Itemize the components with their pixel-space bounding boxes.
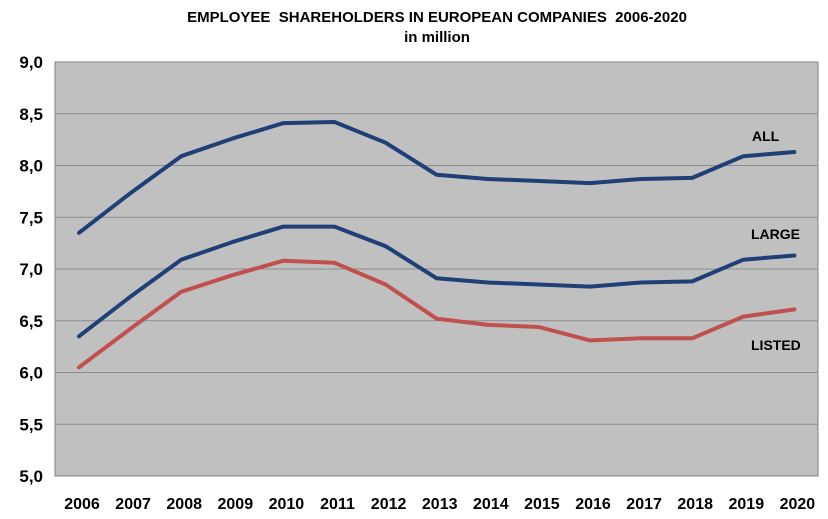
x-tick-label: 2006 bbox=[64, 496, 100, 513]
series-lines bbox=[77, 120, 797, 370]
series-line-all bbox=[77, 120, 797, 235]
series-label-large: LARGE bbox=[751, 226, 800, 242]
y-tick-label: 7,0 bbox=[19, 260, 43, 279]
x-tick-label: 2015 bbox=[524, 496, 560, 513]
x-tick-label: 2013 bbox=[422, 496, 458, 513]
x-tick-label: 2011 bbox=[320, 496, 355, 513]
x-tick-label: 2014 bbox=[473, 496, 509, 513]
y-tick-label: 7,5 bbox=[19, 208, 43, 227]
x-tick-label: 2012 bbox=[371, 496, 407, 513]
series-line-large bbox=[77, 224, 797, 339]
x-tick-label: 2018 bbox=[677, 496, 713, 513]
x-tick-label: 2016 bbox=[575, 496, 611, 513]
series-label-all: ALL bbox=[752, 128, 780, 144]
x-tick-label: 2007 bbox=[115, 496, 151, 513]
y-tick-label: 5,5 bbox=[19, 415, 43, 434]
y-tick-label: 6,0 bbox=[19, 364, 43, 383]
y-tick-label: 8,5 bbox=[19, 105, 43, 124]
y-tick-label: 6,5 bbox=[19, 312, 43, 331]
x-tick-label: 2010 bbox=[269, 496, 305, 513]
series-labels: ALL LARGE LISTED bbox=[751, 128, 801, 353]
x-tick-label: 2020 bbox=[780, 496, 816, 513]
x-tick-label: 2008 bbox=[166, 496, 202, 513]
gridlines bbox=[55, 113, 818, 425]
series-label-listed: LISTED bbox=[751, 337, 801, 353]
y-tick-label: 8,0 bbox=[19, 157, 43, 176]
y-tick-label: 5,0 bbox=[19, 467, 43, 486]
x-axis-ticks: 2006 2007 2008 2009 2010 2011 2012 2013 2014 2015… bbox=[64, 496, 815, 513]
chart-title: EMPLOYEE SHAREHOLDERS IN EUROPEAN COMPAN… bbox=[187, 9, 687, 26]
series-line-listed bbox=[77, 258, 797, 370]
x-tick-label: 2009 bbox=[218, 496, 254, 513]
x-tick-label: 2019 bbox=[729, 496, 765, 513]
y-tick-label: 9,0 bbox=[19, 53, 43, 72]
chart-subtitle: in million bbox=[404, 29, 470, 46]
y-axis-ticks: 9,0 8,5 8,0 7,5 7,0 6,5 6,0 5,5 5,0 bbox=[19, 53, 43, 486]
x-tick-label: 2017 bbox=[626, 496, 662, 513]
